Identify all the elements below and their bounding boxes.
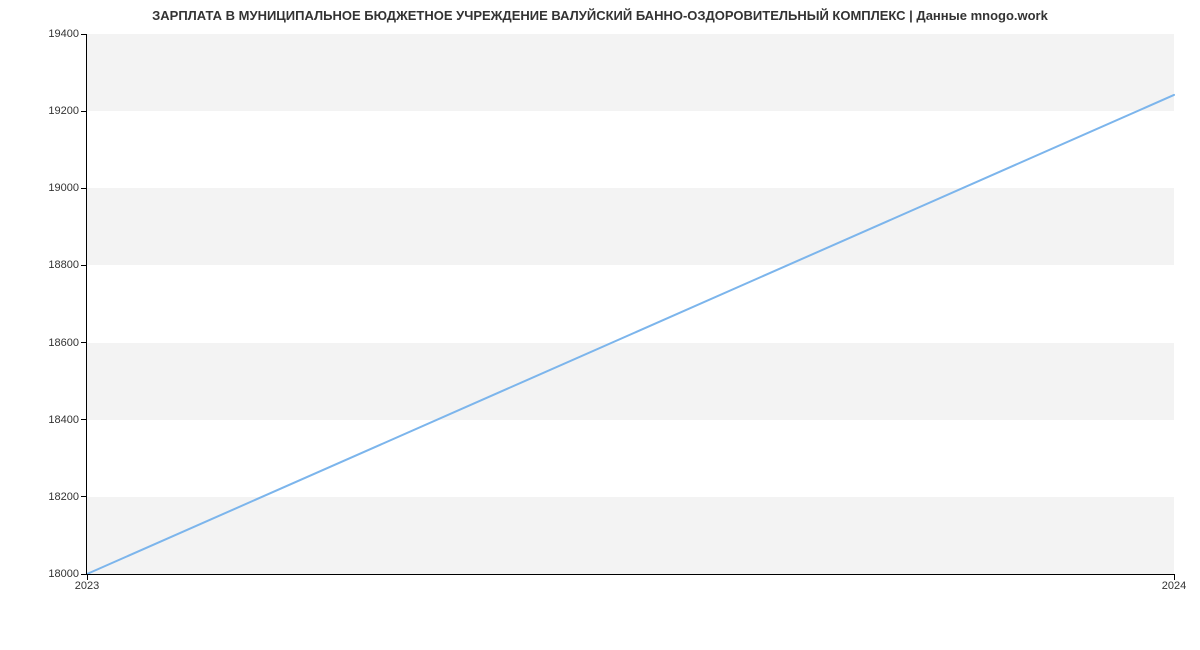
y-tick-label: 18400 <box>48 414 87 426</box>
chart-container: ЗАРПЛАТА В МУНИЦИПАЛЬНОЕ БЮДЖЕТНОЕ УЧРЕЖ… <box>0 0 1200 650</box>
x-tick-label: 2024 <box>1162 574 1186 592</box>
plot-area: 1800018200184001860018800190001920019400… <box>87 34 1174 574</box>
y-axis-line <box>86 34 87 574</box>
y-tick-label: 18800 <box>48 259 87 271</box>
y-tick-label: 19000 <box>48 182 87 194</box>
x-axis-line <box>87 574 1174 575</box>
y-tick-label: 18600 <box>48 337 87 349</box>
y-tick-label: 18200 <box>48 491 87 503</box>
series-line <box>87 95 1174 574</box>
x-tick-label: 2023 <box>75 574 99 592</box>
y-tick-label: 19200 <box>48 105 87 117</box>
chart-title: ЗАРПЛАТА В МУНИЦИПАЛЬНОЕ БЮДЖЕТНОЕ УЧРЕЖ… <box>0 8 1200 23</box>
y-tick-label: 19400 <box>48 28 87 40</box>
line-layer <box>87 34 1174 574</box>
